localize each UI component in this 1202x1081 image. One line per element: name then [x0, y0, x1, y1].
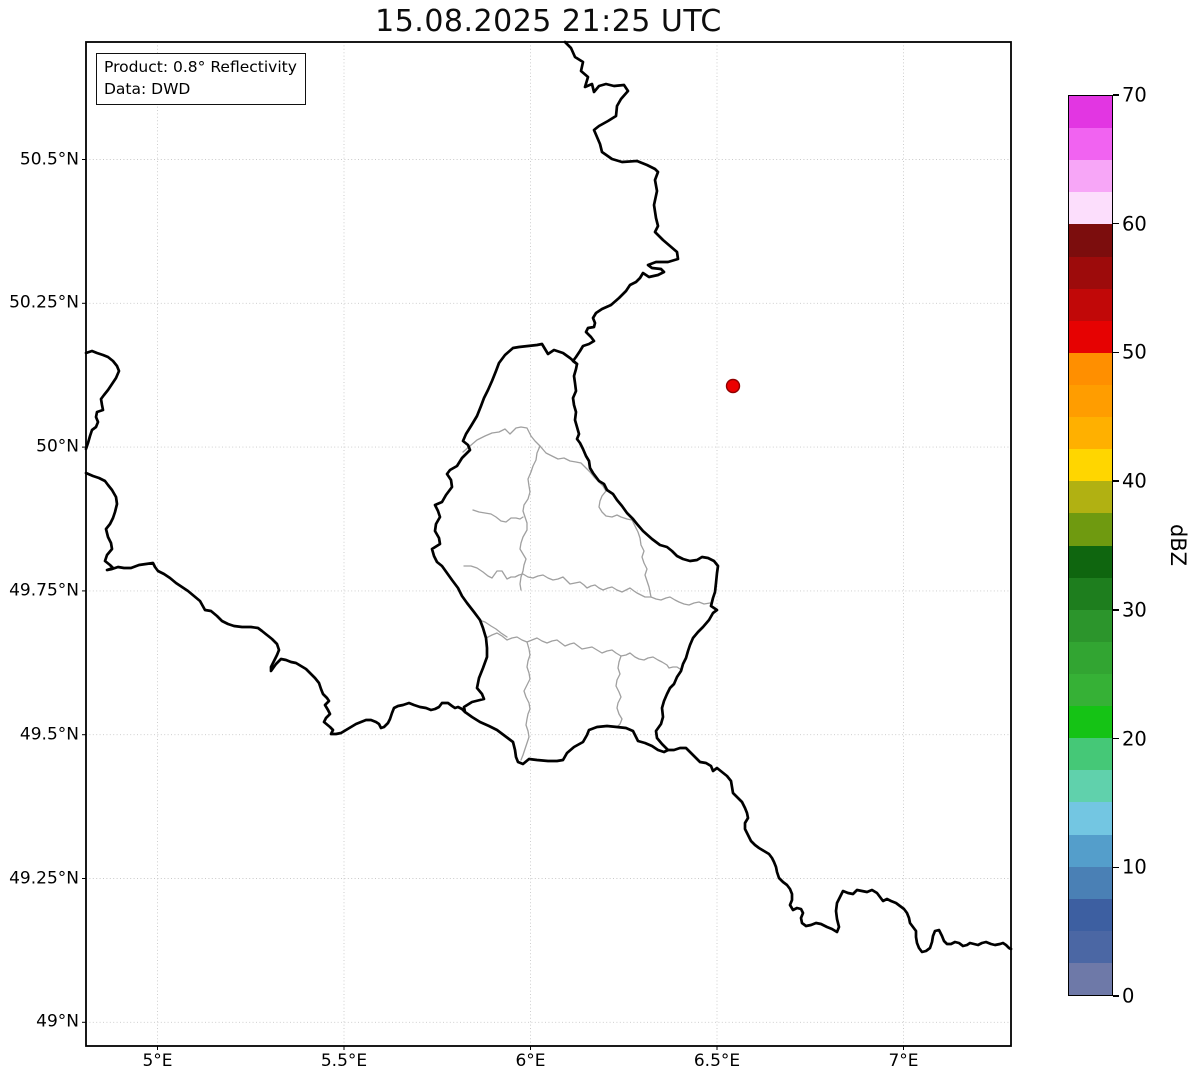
colorbar-tick-label: 40	[1122, 469, 1147, 493]
axis-tick-marks	[82, 159, 904, 1050]
colorbar-segment	[1069, 417, 1112, 450]
x-tick-label: 5°E	[142, 1051, 173, 1071]
district-border-path	[631, 519, 652, 598]
colorbar-tick-label: 10	[1122, 855, 1147, 879]
country-borders	[84, 40, 1013, 954]
colorbar-segment	[1069, 449, 1112, 482]
colorbar-segment	[1069, 641, 1112, 674]
colorbar-segment	[1069, 288, 1112, 321]
country-border-path	[84, 471, 467, 736]
x-tick-label: 7°E	[888, 1051, 919, 1071]
colorbar-segment	[1069, 513, 1112, 546]
radar-site-marker	[725, 378, 741, 394]
colorbar-tick-mark	[1113, 223, 1119, 225]
colorbar-segment	[1069, 352, 1112, 385]
y-tick-label: 49.25°N	[9, 868, 79, 889]
district-borders	[462, 426, 711, 761]
y-tick-label: 50.5°N	[19, 149, 79, 170]
product-info-line2: Data: DWD	[104, 80, 191, 98]
colorbar-tick-mark	[1113, 866, 1119, 868]
country-border-path	[666, 746, 1013, 954]
colorbar-unit-label: dBZ	[1166, 523, 1190, 567]
colorbar-tick-mark	[1113, 480, 1119, 482]
y-tick-label: 49°N	[36, 1011, 79, 1032]
product-info-box: Product: 0.8° Reflectivity Data: DWD	[96, 53, 306, 105]
colorbar-segment	[1069, 160, 1112, 193]
y-tick-label: 50°N	[36, 436, 79, 457]
colorbar-segment	[1069, 545, 1112, 578]
colorbar-segment	[1069, 866, 1112, 899]
colorbar-tick-label: 60	[1122, 212, 1147, 236]
colorbar-segment	[1069, 609, 1112, 642]
colorbar-tick-label: 0	[1122, 984, 1135, 1008]
colorbar-segment	[1069, 770, 1112, 803]
colorbar	[1068, 95, 1113, 996]
x-tick-label: 6.5°E	[693, 1051, 741, 1071]
colorbar-tick-mark	[1113, 737, 1119, 740]
colorbar-segment	[1069, 898, 1112, 931]
colorbar-segment	[1069, 224, 1112, 257]
colorbar-tick-mark	[1113, 94, 1119, 96]
district-border-path	[485, 632, 683, 671]
district-border-path	[463, 565, 711, 606]
country-border-path	[84, 349, 121, 451]
colorbar-segment	[1069, 481, 1112, 514]
y-tick-label: 49.5°N	[19, 724, 79, 745]
district-border-path	[478, 619, 508, 638]
colorbar-tick-mark	[1113, 995, 1119, 997]
y-tick-label: 49.75°N	[9, 580, 79, 601]
colorbar-segment	[1069, 802, 1112, 835]
graticule-gridlines	[86, 42, 1011, 1046]
colorbar-segment	[1069, 673, 1112, 707]
colorbar-tick-label: 20	[1122, 727, 1147, 751]
colorbar-segment	[1069, 256, 1112, 289]
country-border-path	[563, 40, 680, 366]
colorbar-segment	[1069, 192, 1112, 225]
colorbar-segment	[1069, 834, 1112, 867]
colorbar-segment	[1069, 384, 1112, 418]
colorbar-segment	[1069, 96, 1112, 129]
district-border-path	[615, 655, 623, 728]
figure-title: 15.08.2025 21:25 UTC	[375, 4, 722, 39]
district-border-path	[472, 509, 524, 523]
colorbar-segment	[1069, 320, 1112, 353]
colorbar-segment	[1069, 706, 1112, 739]
district-border-path	[519, 445, 541, 591]
x-tick-label: 5.5°E	[320, 1051, 368, 1071]
x-tick-label: 6°E	[515, 1051, 546, 1071]
colorbar-tick-mark	[1113, 609, 1119, 611]
colorbar-tick-label: 50	[1122, 340, 1147, 364]
district-border-path	[520, 641, 531, 761]
y-tick-label: 50.25°N	[9, 292, 79, 313]
colorbar-segment	[1069, 930, 1112, 963]
colorbar-tick-label: 30	[1122, 598, 1147, 622]
country-border-path	[430, 342, 720, 766]
map-frame	[85, 41, 1012, 1047]
colorbar-segment	[1069, 962, 1112, 996]
colorbar-tick-mark	[1113, 351, 1119, 354]
colorbar-segment	[1069, 738, 1112, 771]
district-border-path	[462, 426, 633, 521]
colorbar-tick-label: 70	[1122, 83, 1147, 107]
product-info-line1: Product: 0.8° Reflectivity	[104, 58, 297, 76]
colorbar-segment	[1069, 128, 1112, 161]
colorbar-segment	[1069, 577, 1112, 610]
